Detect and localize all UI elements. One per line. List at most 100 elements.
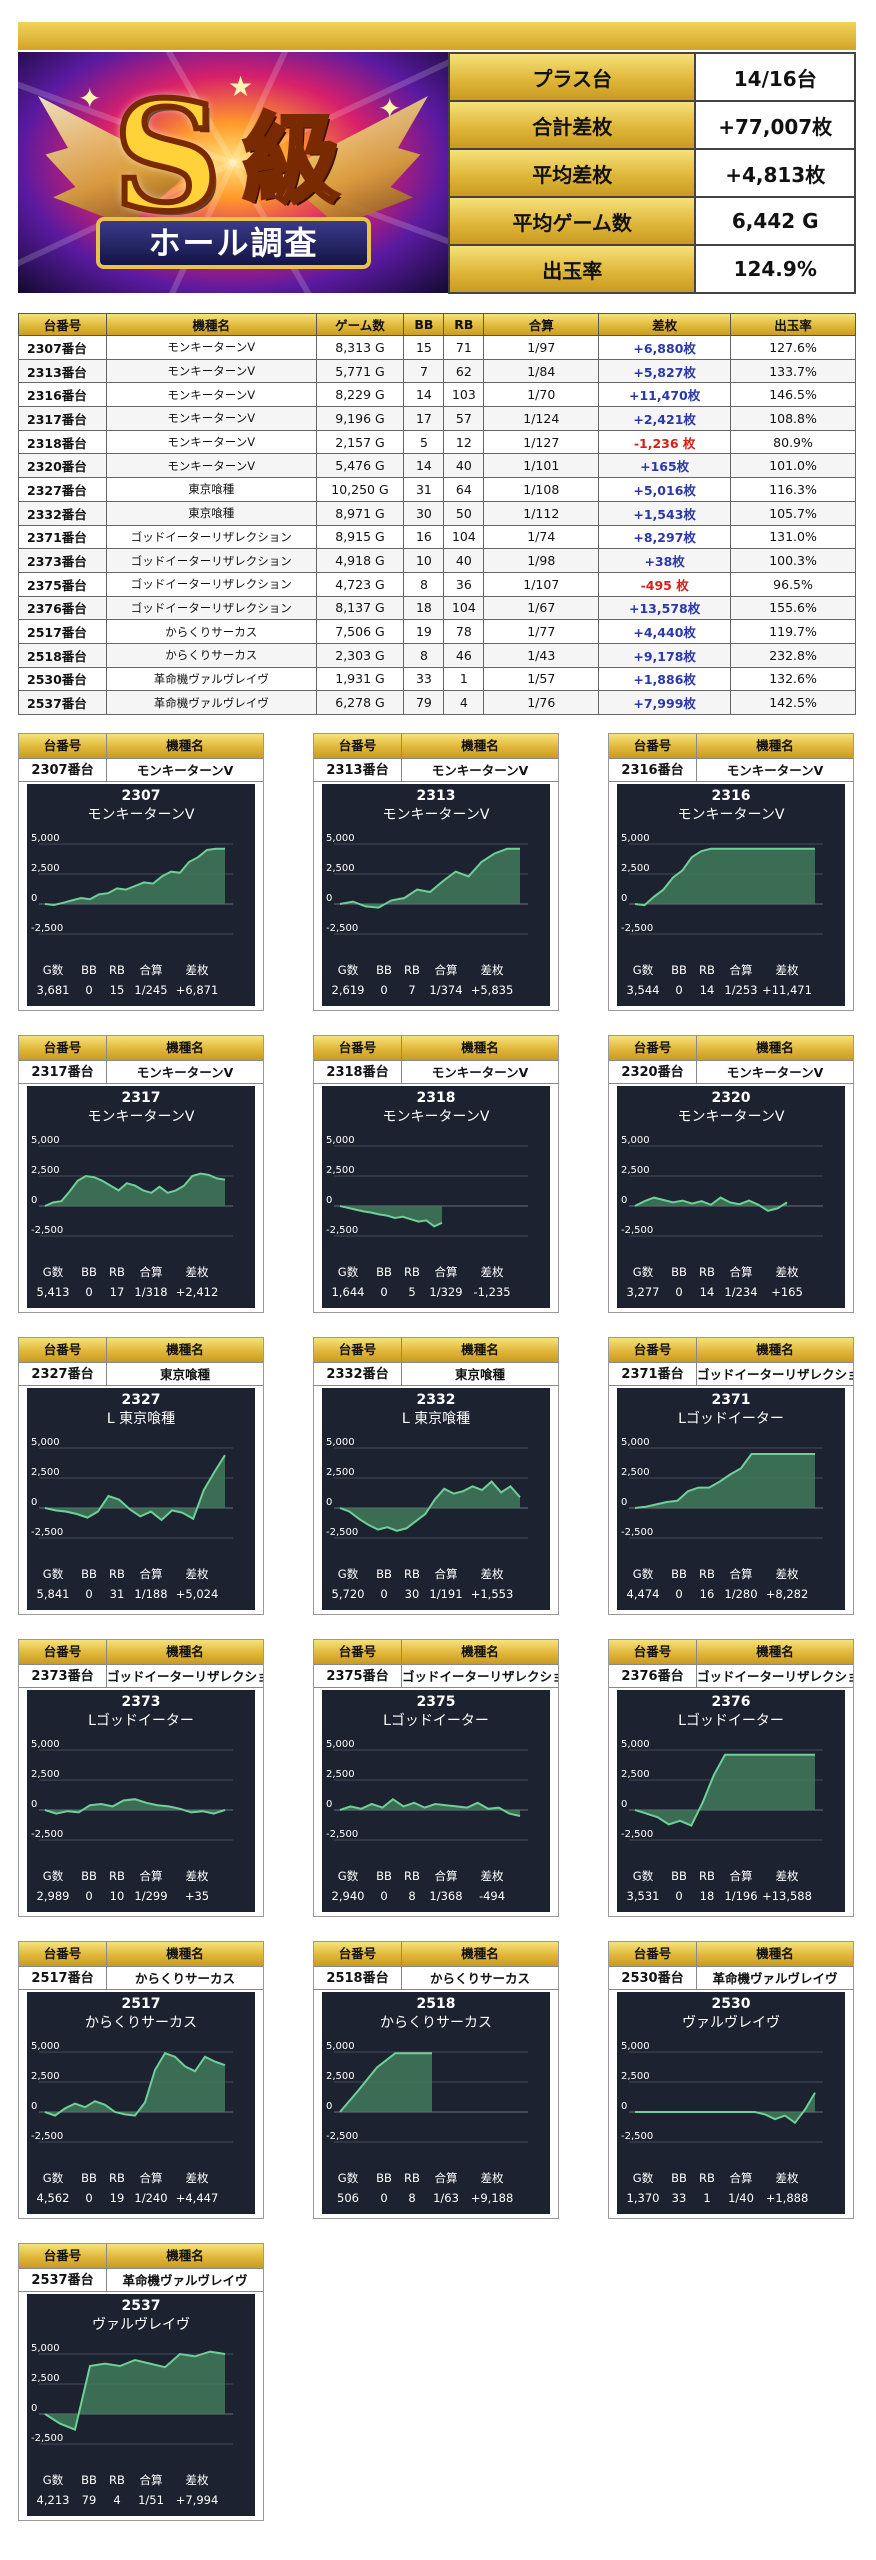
table-cell: 2332番台 <box>18 500 107 526</box>
table-cell: 5 <box>403 429 445 455</box>
stat-label: RB <box>699 1869 715 1883</box>
machine-card: 台番号 機種名 2332番台 東京喰種 2332 L 東京喰種 5,000 2,500 0 -2,… <box>313 1337 559 1615</box>
summary-label: 合計差枚 <box>447 100 697 150</box>
table-cell: ゴッドイーターリザレクション <box>105 571 317 597</box>
machine-card: 台番号 機種名 2518番台 からくりサーカス 2518 からくりサーカス 5,000 2,5… <box>313 1941 559 2219</box>
y-tick-label: 5,000 <box>621 1739 650 1750</box>
table-cell: 15 <box>403 335 445 360</box>
slump-graph-panel: 2316 モンキーターンV 5,000 2,500 0 -2,500 G数 3,544 BB 0 R… <box>617 784 845 1006</box>
card-model: モンキーターンV <box>726 1065 824 1080</box>
stat-label: G数 <box>633 963 654 977</box>
stat-label: 合算 <box>140 1567 163 1581</box>
card-values: 2316番台 モンキーターンV <box>609 758 853 782</box>
stat-label: BB <box>376 2171 392 2185</box>
table-cell: 9,196 G <box>315 406 405 431</box>
stat-label: 差枚 <box>186 963 209 977</box>
table-row: 2371番台 ゴッドイーターリザレクション 8,915 G 16 104 1/74 +8,2… <box>18 524 856 550</box>
table-cell: +1,543枚 <box>598 500 732 526</box>
chart-subtitle: モンキーターンV <box>88 1109 195 1125</box>
card-number: 2317番台 <box>19 1061 107 1083</box>
stat-value: 2,940 <box>332 1889 365 1903</box>
card-number-label: 台番号 <box>609 734 697 758</box>
y-tick-label: 2,500 <box>621 863 650 874</box>
stat-label: 合算 <box>730 963 753 977</box>
stat-value: 1/188 <box>134 1587 167 1601</box>
series-area <box>45 1455 225 1520</box>
y-tick-label: 2,500 <box>621 2071 650 2082</box>
table-cell: 232.8% <box>730 642 856 668</box>
card-header: 台番号 機種名 <box>314 1640 558 1664</box>
chart-title: 2327 <box>122 1392 161 1408</box>
stat-label: 合算 <box>730 1265 753 1279</box>
card-values: 2318番台 モンキーターンV <box>314 1060 558 1084</box>
card-number: 2518番台 <box>314 1967 402 1989</box>
stat-value: 0 <box>380 1587 387 1601</box>
stat-value: 0 <box>675 983 682 997</box>
table-row: 2320番台 モンキーターンV 5,476 G 14 40 1/101 +165枚 101.0… <box>18 453 856 479</box>
stat-label: 差枚 <box>186 1869 209 1883</box>
card-header: 台番号 機種名 <box>19 2244 263 2268</box>
card-model-label: 機種名 <box>756 1644 794 1659</box>
series-line <box>634 1196 788 1212</box>
y-tick-label: 0 <box>326 1799 332 1810</box>
column-header: 合算 <box>483 313 600 336</box>
stat-value: 0 <box>85 1889 92 1903</box>
y-tick-label: 5,000 <box>31 2343 60 2354</box>
card-model: モンキーターンV <box>431 763 529 778</box>
y-tick-label: 2,500 <box>31 863 60 874</box>
stat-value: 1/374 <box>429 983 462 997</box>
series-line <box>44 847 225 907</box>
stat-value: 8 <box>408 1889 415 1903</box>
y-tick-label: -2,500 <box>31 923 63 934</box>
stat-value: 1/234 <box>724 1285 757 1299</box>
table-row: 2376番台 ゴッドイーターリザレクション 8,137 G 18 104 1/67 +13,… <box>18 595 856 621</box>
stat-value: 0 <box>85 1587 92 1601</box>
table-cell: +5,016枚 <box>598 477 732 502</box>
card-model-label: 機種名 <box>461 1342 499 1357</box>
stat-value: 1,370 <box>627 2191 660 2205</box>
table-cell: 2318番台 <box>18 429 107 455</box>
card-number-label: 台番号 <box>609 1338 697 1362</box>
machine-card: 台番号 機種名 2320番台 モンキーターンV 2320 モンキーターンV 5,000 2,5… <box>608 1035 854 1313</box>
card-model: ゴッドイーターリザレクション <box>697 1669 853 1684</box>
table-cell: 8,915 G <box>315 524 405 550</box>
stat-value: 8 <box>408 2191 415 2205</box>
stat-label: G数 <box>338 963 359 977</box>
y-tick-label: 5,000 <box>621 2041 650 2052</box>
stat-value: +7,994 <box>176 2493 219 2507</box>
stat-value: 0 <box>85 1285 92 1299</box>
slump-chart: 2318 モンキーターンV 5,000 2,500 0 -2,500 G数 1,644 BB 0 R… <box>326 1090 528 1299</box>
stat-value: +4,447 <box>176 2191 219 2205</box>
slump-chart: 2316 モンキーターンV 5,000 2,500 0 -2,500 G数 3,544 BB 0 R… <box>621 788 823 997</box>
stat-label: 合算 <box>140 963 163 977</box>
table-cell: 8,971 G <box>315 500 405 526</box>
table-cell: モンキーターンV <box>105 382 317 408</box>
chart-title: 2371 <box>712 1392 751 1408</box>
table-cell: ゴッドイーターリザレクション <box>105 595 317 621</box>
summary-label: 出玉率 <box>447 244 697 294</box>
stat-label: 差枚 <box>776 2171 799 2185</box>
chart-title: 2316 <box>712 788 751 804</box>
table-cell: 東京喰種 <box>105 500 317 526</box>
stat-label: 合算 <box>435 2171 458 2185</box>
card-model: モンキーターンV <box>726 763 824 778</box>
stat-value: 4,562 <box>37 2191 70 2205</box>
table-cell: 33 <box>403 666 445 692</box>
machine-card: 台番号 機種名 2313番台 モンキーターンV 2313 モンキーターンV 5,000 2,5… <box>313 733 559 1011</box>
chart-subtitle: Lゴッドイーター <box>678 1712 784 1729</box>
table-cell: 5,771 G <box>315 358 405 384</box>
table-cell: 19 <box>403 619 445 644</box>
table-cell: 64 <box>443 477 485 502</box>
chart-title: 2537 <box>122 2298 161 2314</box>
stat-label: G数 <box>633 1567 654 1581</box>
table-cell: -495 枚 <box>598 571 732 597</box>
y-tick-label: 2,500 <box>31 2373 60 2384</box>
y-tick-label: 0 <box>31 2403 37 2414</box>
table-cell: 1,931 G <box>315 666 405 692</box>
machine-card: 台番号 機種名 2530番台 革命機ヴァルヴレイヴ 2530 ヴァルヴレイヴ 5,000 2,… <box>608 1941 854 2219</box>
chart-title: 2320 <box>712 1090 751 1106</box>
table-cell: 96.5% <box>730 571 856 597</box>
